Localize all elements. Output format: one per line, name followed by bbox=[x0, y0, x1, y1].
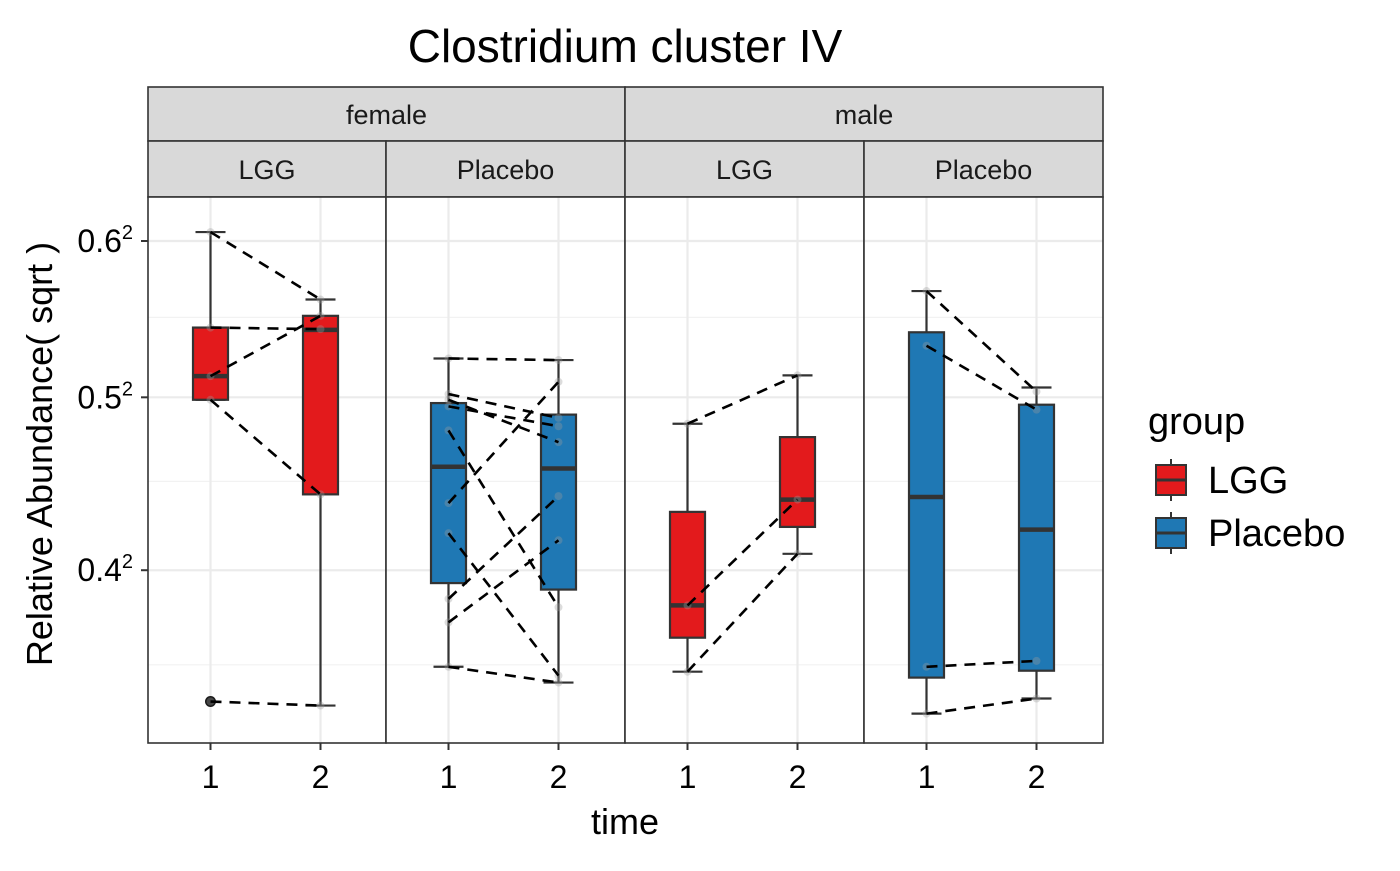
legend: group LGG Placebo bbox=[1148, 401, 1345, 555]
jitter-point bbox=[1032, 656, 1041, 665]
paired-line bbox=[686, 374, 799, 425]
jitter-point bbox=[554, 603, 563, 612]
jitter-point bbox=[554, 413, 563, 422]
jitter-point bbox=[554, 492, 563, 501]
x-tick-label: 1 bbox=[918, 759, 936, 795]
panel-strip-label: LGG bbox=[716, 155, 773, 185]
paired-line bbox=[209, 230, 322, 301]
x-tick-label: 1 bbox=[679, 759, 697, 795]
panel-strip-label: Placebo bbox=[935, 155, 1033, 185]
legend-key-lgg bbox=[1155, 459, 1187, 501]
jitter-point bbox=[554, 678, 563, 687]
x-tick-label: 2 bbox=[312, 759, 330, 795]
paired-line bbox=[448, 398, 559, 444]
x-tick-label: 2 bbox=[789, 759, 807, 795]
paired-line bbox=[209, 398, 322, 496]
panel-background bbox=[864, 197, 1103, 743]
paired-line bbox=[447, 495, 560, 600]
box-body bbox=[778, 436, 817, 529]
jitter-point bbox=[554, 356, 563, 365]
panel-strip bbox=[385, 140, 626, 198]
paired-line bbox=[925, 290, 1038, 393]
paired-line bbox=[209, 314, 322, 378]
panel-background bbox=[148, 197, 386, 743]
panel-strip bbox=[863, 140, 1104, 198]
y-axis: 0.42 0.52 0.62 bbox=[77, 222, 148, 588]
facet-strip-female bbox=[147, 86, 626, 142]
jitter-point bbox=[316, 325, 325, 334]
y-tick-label: 0.52 bbox=[77, 378, 133, 415]
legend-title: group bbox=[1148, 401, 1245, 443]
x-tick-label: 1 bbox=[440, 759, 458, 795]
facet-strip-label: male bbox=[835, 100, 894, 130]
jitter-point bbox=[316, 701, 325, 710]
jitter-point bbox=[1032, 387, 1041, 396]
panel-strip-label: Placebo bbox=[457, 155, 555, 185]
paired-line bbox=[925, 344, 1038, 411]
jitter-point bbox=[316, 295, 325, 304]
box-body bbox=[301, 314, 340, 496]
panel-strip bbox=[147, 140, 387, 198]
box-body bbox=[668, 510, 707, 639]
paired-line bbox=[686, 552, 799, 673]
box-placebo-time-1 bbox=[907, 289, 946, 715]
panel-background bbox=[386, 197, 625, 743]
box-lgg-time-1 bbox=[668, 422, 707, 673]
panel-male-lgg: LGG 1 2 bbox=[624, 140, 865, 795]
x-tick-label: 2 bbox=[1028, 759, 1046, 795]
box-placebo-time-2 bbox=[539, 358, 578, 684]
x-axis-title: time bbox=[591, 801, 659, 842]
box-body bbox=[191, 326, 230, 401]
paired-line bbox=[447, 429, 560, 608]
legend-label: LGG bbox=[1208, 460, 1288, 502]
box-body bbox=[907, 331, 946, 679]
jitter-point bbox=[1032, 694, 1041, 703]
paired-line bbox=[447, 380, 560, 504]
paired-line bbox=[686, 498, 799, 607]
y-axis-title: Relative Abundance( sqrt ) bbox=[19, 242, 60, 666]
chart-title: Clostridium cluster IV bbox=[408, 20, 843, 72]
panel-background bbox=[625, 197, 864, 743]
y-tick-label: 0.42 bbox=[77, 551, 133, 588]
legend-key-placebo bbox=[1155, 512, 1187, 554]
legend-label: Placebo bbox=[1208, 513, 1345, 555]
panel-male-placebo: Placebo 1 2 bbox=[863, 140, 1104, 795]
box-body bbox=[539, 413, 578, 591]
panel-female-lgg: LGG 1 2 bbox=[147, 140, 387, 795]
y-tick-label: 0.62 bbox=[77, 222, 133, 259]
facet-strip-male bbox=[624, 86, 1104, 142]
paired-line bbox=[447, 539, 560, 624]
facet-panels: female male LGG 1 2 Placebo 1 2 LGG 1 2 Placebo 1 2 bbox=[147, 86, 1104, 795]
box-placebo-time-1 bbox=[429, 357, 468, 668]
box-placebo-time-2 bbox=[1017, 386, 1056, 700]
box-lgg-time-2 bbox=[301, 298, 340, 707]
x-tick-label: 2 bbox=[550, 759, 568, 795]
box-body bbox=[1017, 403, 1056, 672]
x-tick-label: 1 bbox=[202, 759, 220, 795]
facet-strip-label: female bbox=[346, 100, 427, 130]
panel-border bbox=[863, 196, 1104, 744]
panel-female-placebo: Placebo 1 2 bbox=[385, 140, 626, 795]
box-body bbox=[429, 401, 468, 585]
panel-strip bbox=[624, 140, 865, 198]
jitter-point bbox=[554, 422, 563, 431]
panel-strip-label: LGG bbox=[238, 155, 295, 185]
